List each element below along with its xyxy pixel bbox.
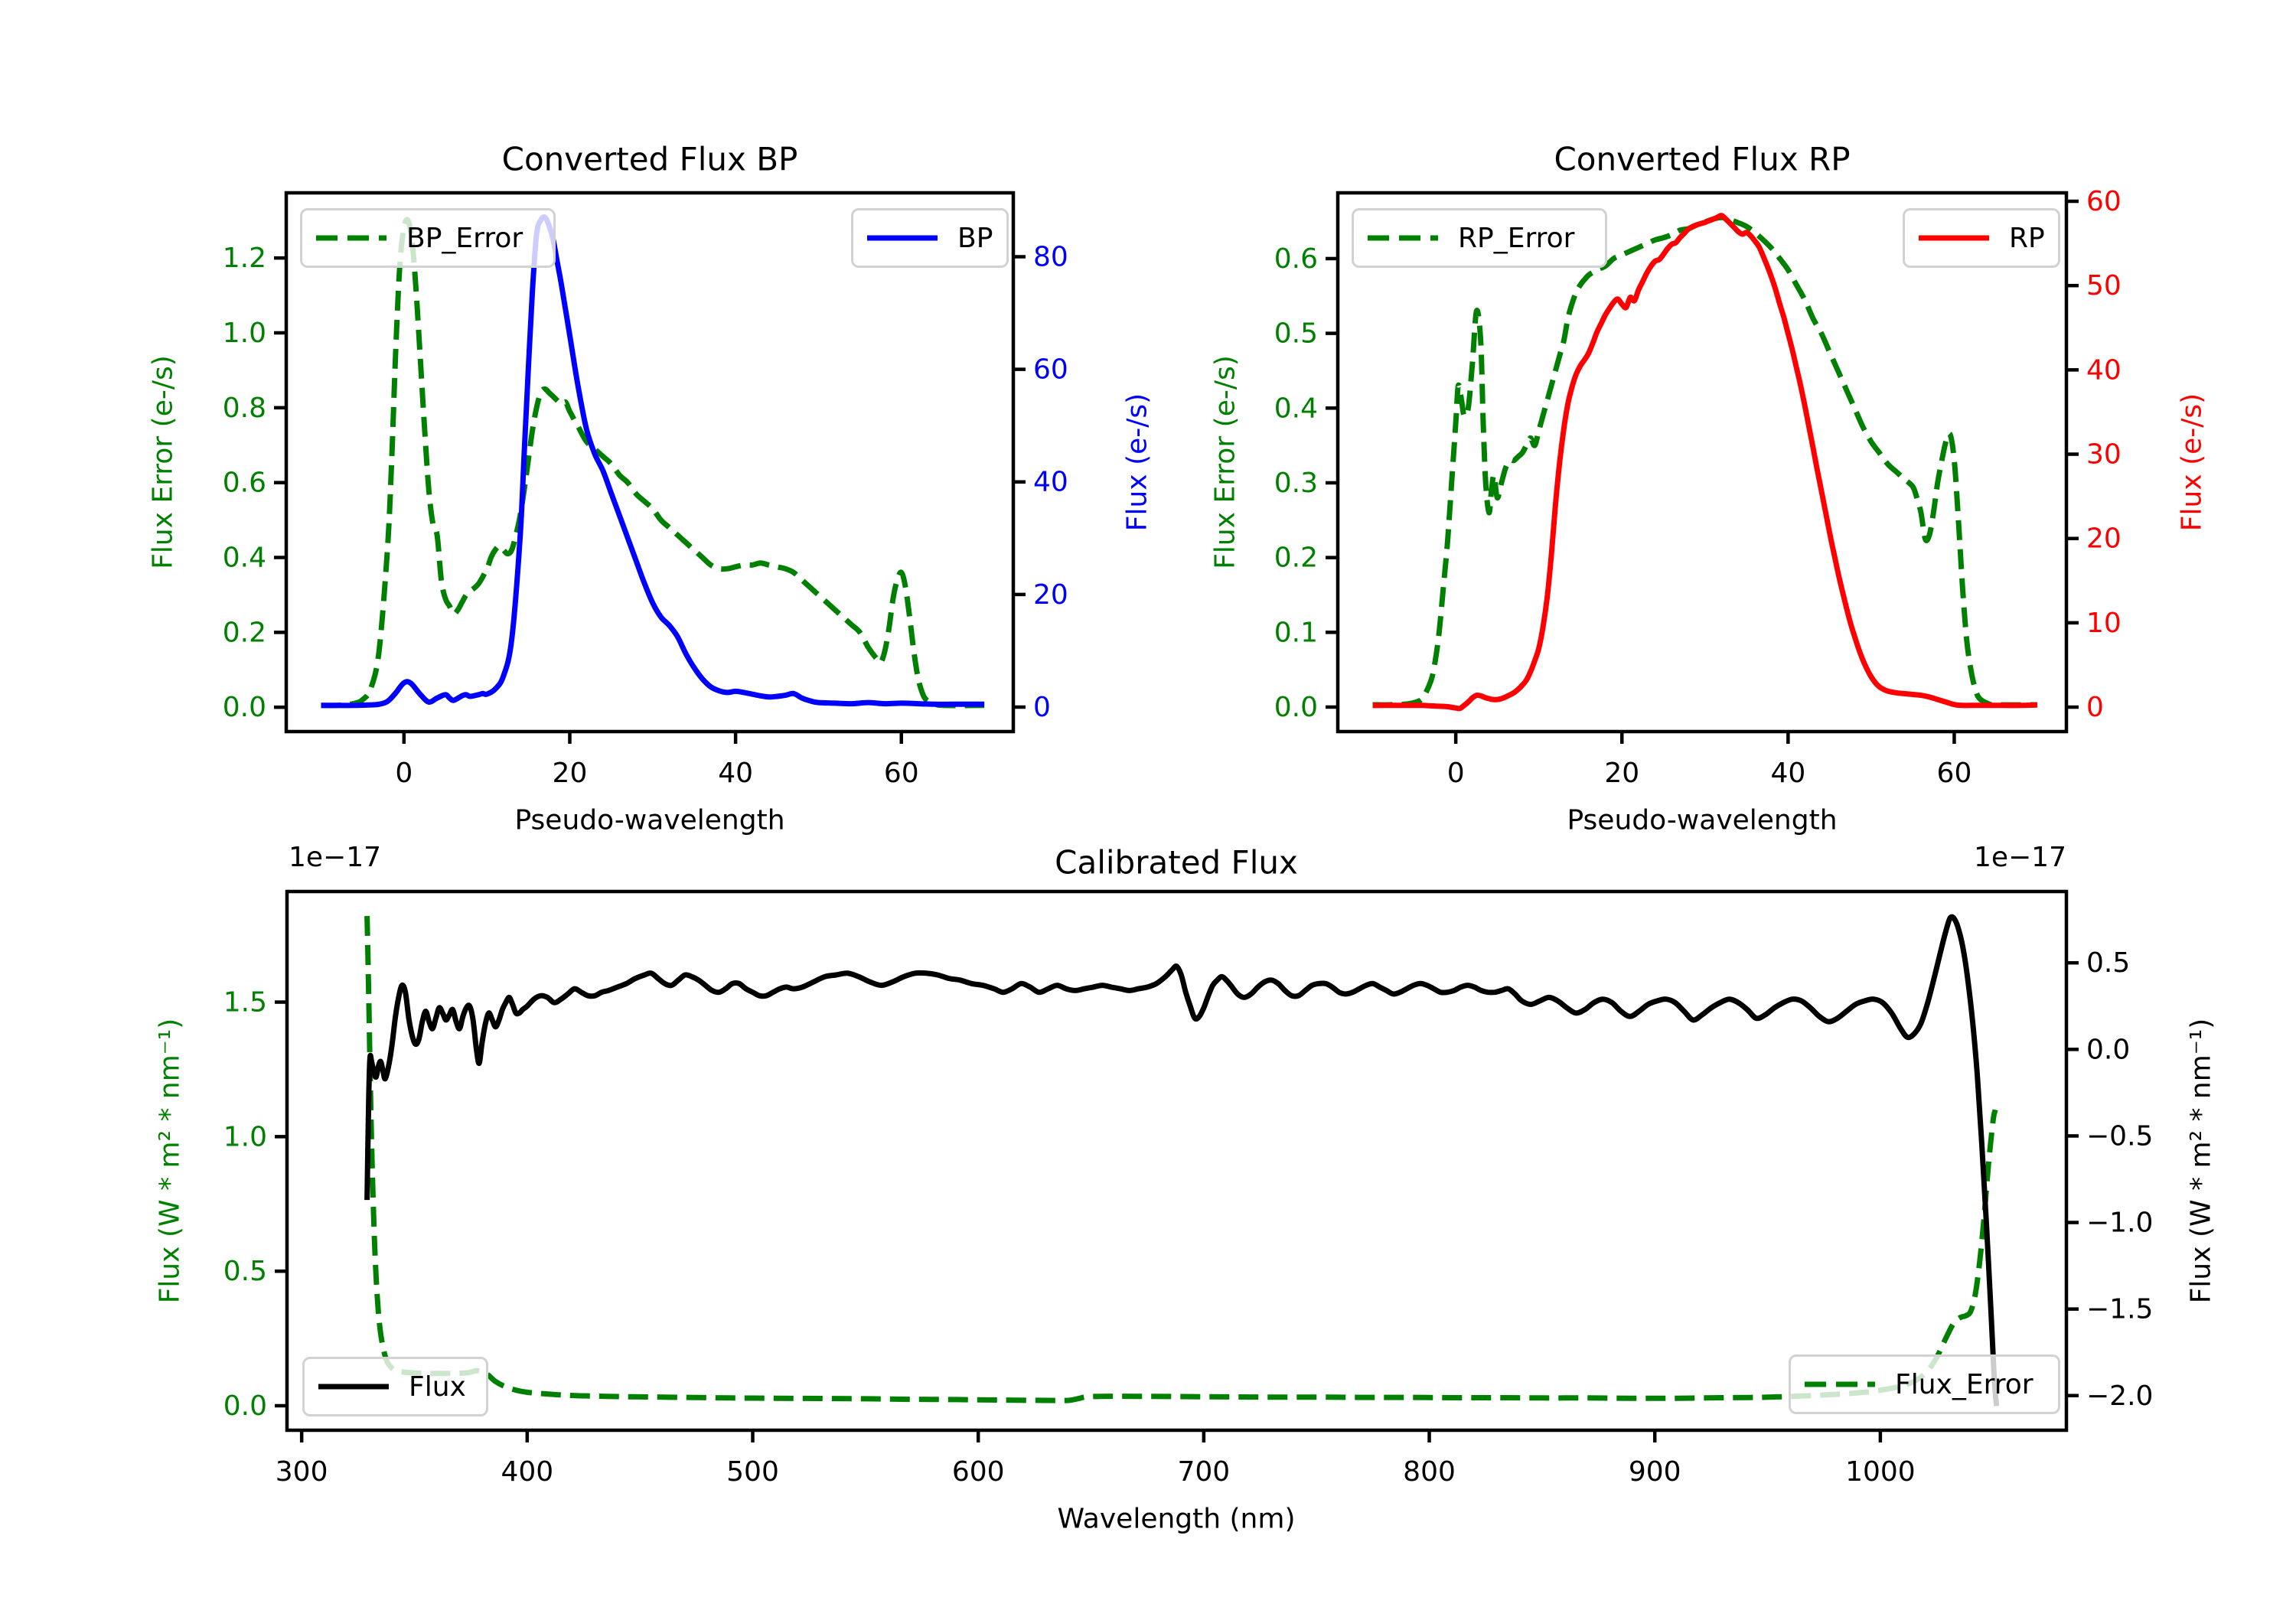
title-converted-flux-bp: Converted Flux BP [501,140,798,178]
legend-label-rp: RP [2009,222,2045,254]
bp-curve [321,214,985,709]
rp-line-sample [1919,235,1989,241]
legend-bp: BP [851,208,1009,268]
xlabel-rp: Pseudo-wavelength [1567,804,1838,836]
y-tick-label-right: 80 [1033,241,1068,272]
rp-curve [1372,213,2038,712]
xlabel-calibrated: Wavelength (nm) [1057,1503,1296,1535]
y-tick-label-left: 0.1 [1274,617,1318,648]
x-tick-label: 20 [553,758,588,789]
y-tick-label-left: 0.6 [223,468,266,499]
x-tick-label: 60 [1937,758,1972,789]
x-tick-label: 40 [1770,758,1805,789]
legend-label-bp: BP [957,222,993,254]
y-tick-label-left: 1.5 [223,987,267,1019]
y-tick-label-left: 0.5 [223,1256,267,1287]
x-tick-label: 300 [276,1456,328,1488]
x-tick-label: 0 [395,758,413,789]
x-tick-label: 40 [718,758,753,789]
y-tick-label-right: 40 [2086,354,2122,386]
flux-error-line-sample [1805,1381,1875,1387]
offset-text-right: 1e−17 [1973,842,2066,873]
y-tick-label-left: 1.2 [223,243,266,274]
x-tick-label: 700 [1178,1456,1231,1488]
y-tick-label-right: −0.5 [2086,1120,2153,1152]
legend-flux-error: Flux_Error [1789,1354,2060,1414]
y-tick-label-left: 0.3 [1274,468,1318,499]
legend-rp-error: RP_Error [1352,208,1607,268]
converted-flux-rp-spines [1336,191,2069,734]
legend-label-rp-error: RP_Error [1458,222,1575,254]
converted-flux-rp-plot-area [1372,213,2038,712]
y-tick-label-left: 0.5 [1274,318,1318,350]
y-tick-label-left: 0.2 [223,617,266,648]
x-tick-label: 800 [1403,1456,1456,1488]
title-converted-flux-rp: Converted Flux RP [1554,140,1851,178]
ylabel-bp-flux: Flux (e-/s) [1121,393,1153,532]
y-tick-label-right: 50 [2086,270,2122,302]
x-tick-label: 600 [952,1456,1005,1488]
rp-error-line-sample [1368,235,1438,241]
calibrated-flux-plot-area [364,914,2000,1407]
y-tick-label-left: 1.0 [223,318,266,349]
y-tick-label-right: 0 [2086,692,2104,723]
flux-line-sample [318,1384,389,1390]
rp-error-curve [1372,214,2038,708]
y-tick-label-left: 1.0 [223,1121,267,1152]
legend-bp-error: BP_Error [300,208,556,268]
bp-error-line-sample [316,235,386,241]
bp-error-curve [321,217,985,709]
xlabel-bp: Pseudo-wavelength [514,804,785,836]
calibrated-flux-spines [285,889,2069,1433]
converted-flux-bp-spines [284,191,1016,734]
y-tick-label-right: 30 [2086,439,2122,471]
y-tick-label-left: 0.0 [223,692,266,723]
y-tick-label-right: 20 [1033,579,1068,611]
legend-rp: RP [1903,208,2060,268]
y-tick-label-right: 40 [1033,467,1068,498]
legend-label-bp-error: BP_Error [406,222,523,254]
x-tick-label: 400 [501,1456,553,1488]
y-tick-label-left: 0.8 [223,393,266,424]
ylabel-calibrated-right: Flux (W * m² * nm⁻¹) [2185,1018,2217,1304]
ylabel-rp-flux-error: Flux Error (e-/s) [1209,355,1241,569]
y-tick-label-left: 0.0 [1274,692,1318,723]
ylabel-bp-flux-error: Flux Error (e-/s) [147,355,179,569]
y-tick-label-right: 0.0 [2086,1034,2130,1065]
y-tick-label-right: 60 [1033,354,1068,386]
ylabel-rp-flux: Flux (e-/s) [2176,393,2208,532]
converted-flux-bp-plot-area [321,214,985,709]
y-tick-label-left: 0.6 [1274,243,1318,275]
x-tick-label: 900 [1629,1456,1681,1488]
ylabel-calibrated-left: Flux (W * m² * nm⁻¹) [154,1018,186,1304]
legend-flux: Flux [302,1357,488,1416]
title-calibrated-flux: Calibrated Flux [1055,843,1298,882]
y-tick-label-right: 10 [2086,608,2122,639]
x-tick-label: 20 [1604,758,1639,789]
x-tick-label: 60 [884,758,919,789]
offset-text-left: 1e−17 [289,842,382,873]
y-tick-label-right: 20 [2086,523,2122,555]
y-tick-label-right: −1.5 [2086,1294,2153,1325]
y-tick-label-right: 60 [2086,186,2122,217]
y-tick-label-left: 0.0 [223,1390,267,1422]
y-tick-label-left: 0.2 [1274,543,1318,574]
x-tick-label: 0 [1447,758,1465,789]
y-tick-label-right: 0.5 [2086,947,2130,979]
y-tick-label-right: 0 [1033,692,1051,723]
flux-curve [364,914,2000,1407]
y-tick-label-right: −2.0 [2086,1380,2153,1412]
legend-label-flux: Flux [409,1371,466,1403]
x-tick-label: 500 [726,1456,779,1488]
y-tick-label-right: −1.0 [2086,1208,2153,1239]
y-tick-label-left: 0.4 [223,543,266,574]
bp-line-sample [867,235,938,241]
x-tick-label: 1000 [1845,1456,1916,1488]
legend-label-flux-error: Flux_Error [1895,1368,2033,1400]
y-tick-label-left: 0.4 [1274,393,1318,424]
